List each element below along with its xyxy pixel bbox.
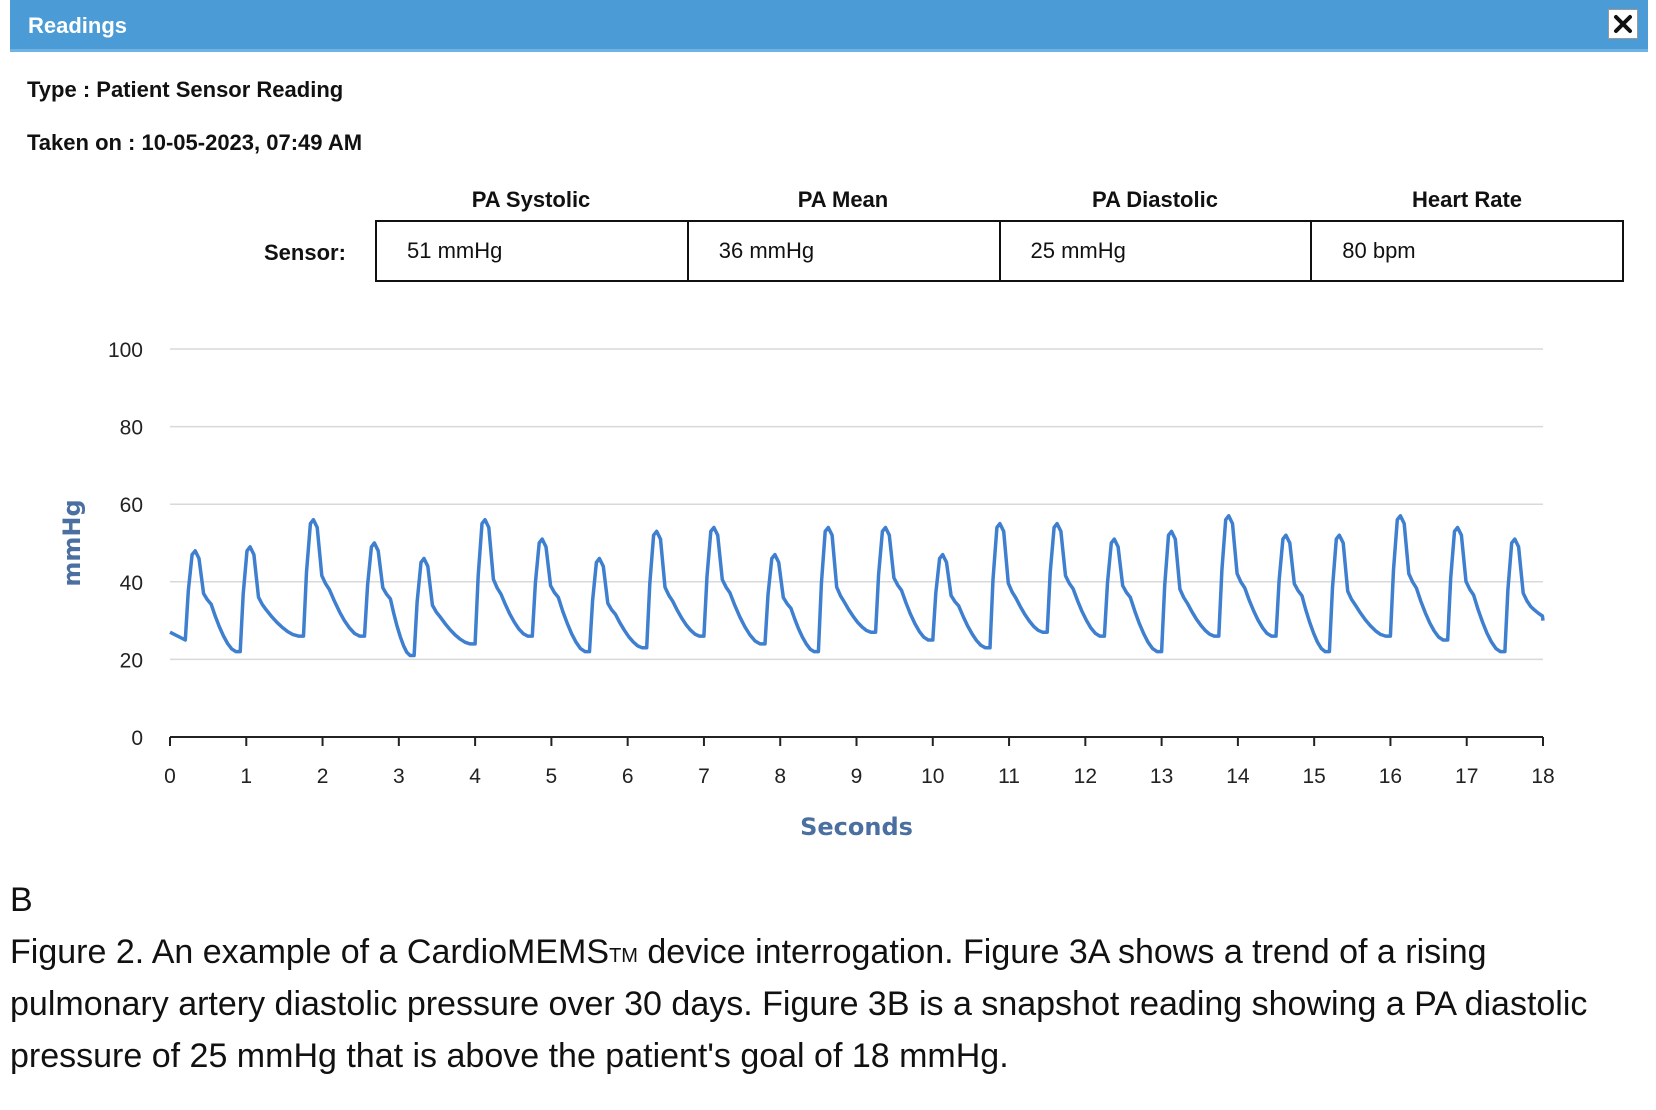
figure-caption: B Figure 2. An example of a CardioMEMSTM…: [10, 874, 1640, 1082]
x-tick-label: 18: [1531, 765, 1554, 788]
x-tick-label: 11: [998, 765, 1020, 788]
value-pa-diastolic: 25 mmHg: [998, 220, 1313, 282]
y-tick-label: 40: [120, 572, 143, 595]
header-pa-systolic: PA Systolic: [471, 187, 591, 212]
window-title: Readings: [28, 13, 128, 38]
x-tick-label: 1: [240, 765, 252, 788]
value-heart-rate: 80 bpm: [1310, 220, 1624, 282]
trademark-mark: TM: [609, 945, 638, 967]
panel-letter: B: [10, 881, 33, 919]
header-pa-diastolic: PA Diastolic: [1092, 187, 1218, 212]
sensor-row-label: Sensor:: [264, 240, 346, 265]
header-pa-mean: PA Mean: [797, 187, 889, 212]
close-icon: [1614, 15, 1632, 33]
x-tick-label: 13: [1150, 765, 1173, 788]
y-axis-label: mmHg: [58, 499, 86, 586]
y-tick-label: 0: [131, 727, 143, 750]
caption-text-start: Figure 2. An example of a CardioMEMS: [10, 933, 610, 971]
x-tick-label: 10: [921, 765, 944, 788]
x-tick-label: 9: [851, 765, 863, 788]
x-tick-label: 8: [774, 765, 786, 788]
x-axis-label: Seconds: [800, 813, 913, 841]
x-tick-label: 14: [1226, 765, 1250, 788]
x-tick-label: 17: [1455, 765, 1478, 788]
table-row: 51 mmHg 36 mmHg 25 mmHg 80 bpm: [375, 220, 1624, 282]
window-title-bar: Readings: [10, 0, 1648, 52]
x-tick-label: 7: [698, 765, 710, 788]
y-tick-label: 80: [120, 417, 143, 440]
pressure-series-line: [169, 514, 1545, 658]
chart-grid: [170, 348, 1543, 661]
x-tick-label: 4: [469, 765, 481, 788]
x-tick-label: 2: [317, 765, 329, 788]
x-tick-label: 12: [1074, 765, 1097, 788]
y-tick-label: 20: [120, 649, 143, 672]
reading-type: Type : Patient Sensor Reading: [27, 77, 344, 102]
chart-axes: [169, 736, 1544, 746]
x-tick-label: 16: [1379, 765, 1402, 788]
close-button[interactable]: [1608, 9, 1638, 39]
x-tick-label: 5: [546, 765, 558, 788]
x-tick-label: 3: [393, 765, 405, 788]
y-tick-label: 100: [108, 339, 143, 362]
value-pa-systolic: 51 mmHg: [375, 220, 689, 282]
caption-text-rest: device interrogation. Figure 3A shows a …: [10, 933, 1588, 1075]
value-pa-mean: 36 mmHg: [686, 220, 1001, 282]
chart-series: [169, 514, 1545, 658]
y-tick-label: 60: [120, 494, 143, 517]
sensor-values-table: 51 mmHg 36 mmHg 25 mmHg 80 bpm: [375, 220, 1624, 282]
x-tick-label: 6: [622, 765, 634, 788]
x-tick-label: 0: [164, 765, 176, 788]
reading-timestamp: Taken on : 10-05-2023, 07:49 AM: [27, 130, 363, 155]
header-heart-rate: Heart Rate: [1411, 187, 1523, 212]
x-tick-label: 15: [1302, 765, 1325, 788]
